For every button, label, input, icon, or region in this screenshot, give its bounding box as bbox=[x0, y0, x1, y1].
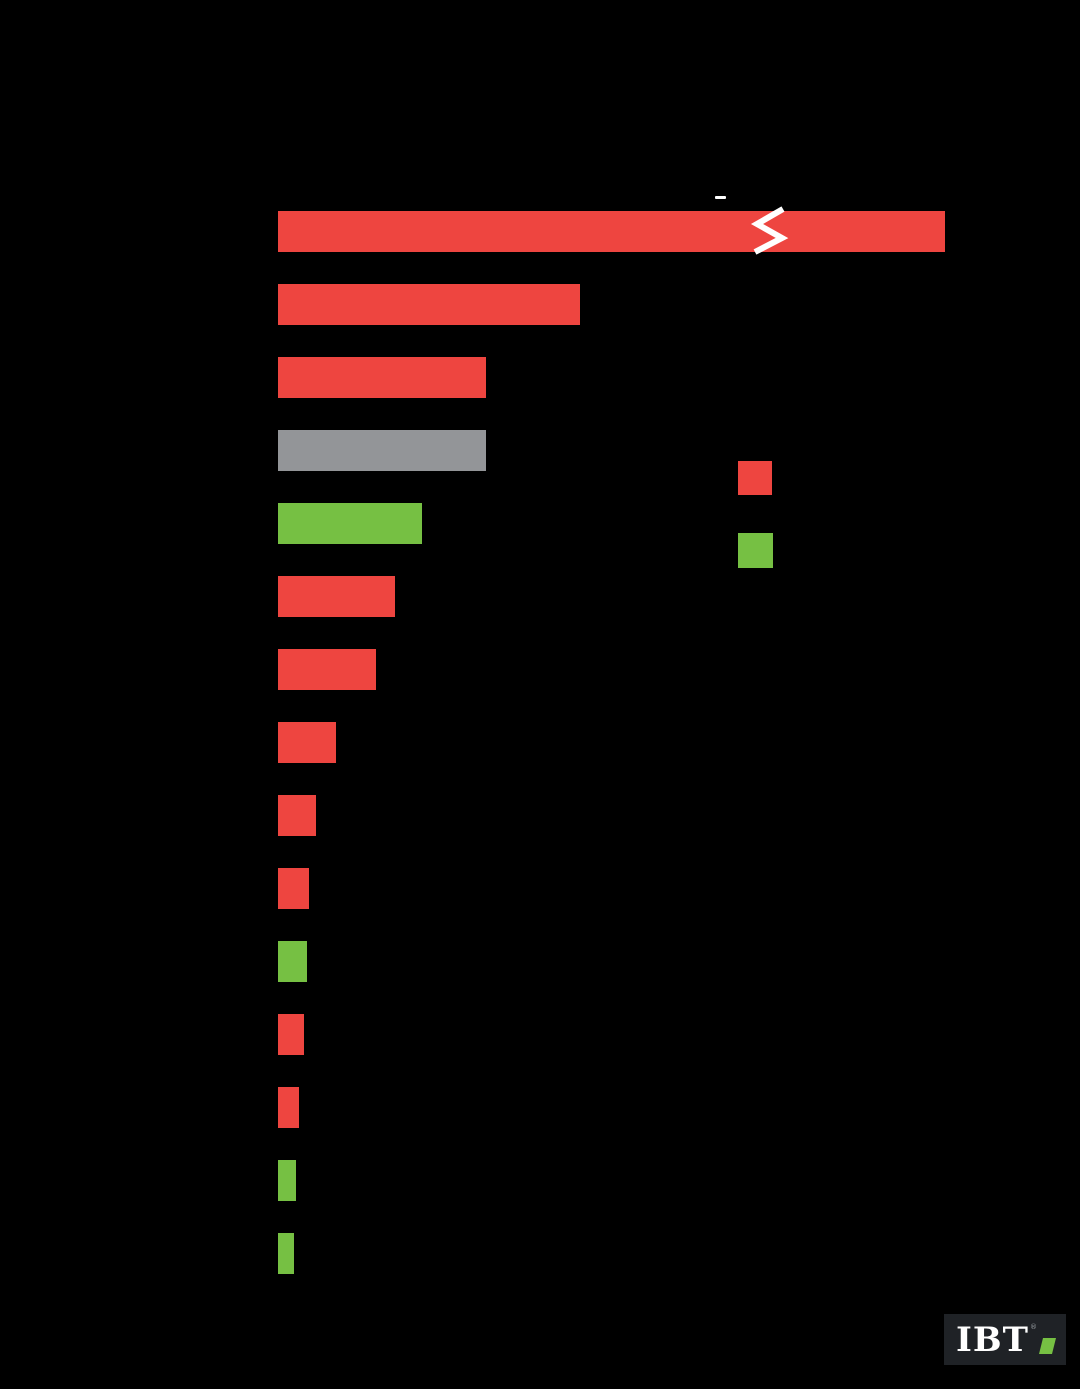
logo-accent-parallelogram-icon bbox=[1038, 1337, 1056, 1354]
bar-row-8 bbox=[278, 722, 336, 763]
legend-swatch-2 bbox=[738, 533, 773, 568]
bar-row-4 bbox=[278, 430, 486, 471]
bar-row-15 bbox=[278, 1233, 294, 1274]
bar-row-7 bbox=[278, 649, 376, 690]
bar-row-11 bbox=[278, 941, 307, 982]
bar-row-2 bbox=[278, 284, 580, 325]
logo-text: IBT bbox=[956, 1319, 1029, 1360]
bar-row-5 bbox=[278, 503, 422, 544]
registered-mark-icon: ® bbox=[1029, 1323, 1037, 1331]
bar-row-9 bbox=[278, 795, 316, 836]
axis-break-tick bbox=[715, 196, 726, 199]
ibt-logo: IBT ® bbox=[944, 1314, 1066, 1365]
bar-row-1 bbox=[278, 211, 945, 252]
bar-row-14 bbox=[278, 1160, 296, 1201]
bar-row-12 bbox=[278, 1014, 304, 1055]
bar-row-10 bbox=[278, 868, 309, 909]
bar-row-3 bbox=[278, 357, 486, 398]
legend-swatch-1 bbox=[738, 461, 772, 495]
bar-row-13 bbox=[278, 1087, 299, 1128]
bar-row-6 bbox=[278, 576, 395, 617]
